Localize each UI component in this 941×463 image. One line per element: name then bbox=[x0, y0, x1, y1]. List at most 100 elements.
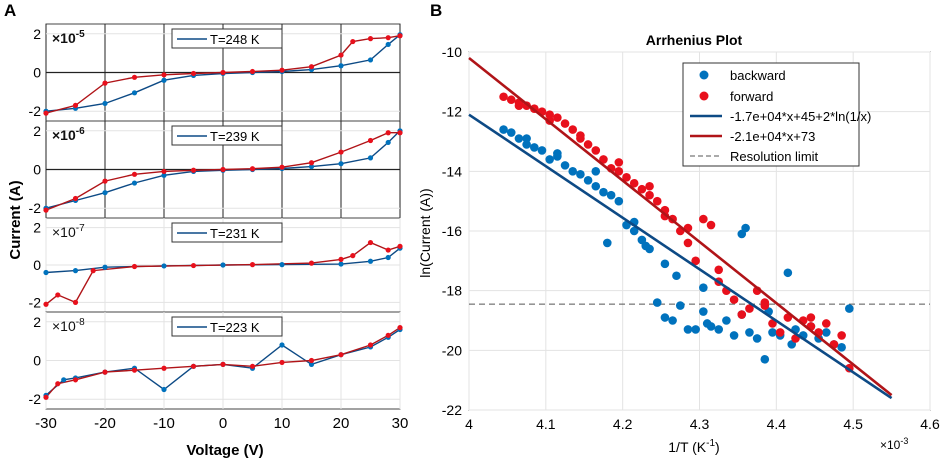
x-tick-label: -20 bbox=[94, 415, 116, 432]
point-backward bbox=[668, 316, 677, 325]
point-backward bbox=[506, 128, 516, 137]
y-tick-label: -12 bbox=[442, 104, 462, 120]
y-tick-label: 2 bbox=[33, 26, 41, 42]
x-tick-label: 0 bbox=[219, 415, 227, 432]
point-forward bbox=[249, 262, 256, 268]
point-backward bbox=[308, 163, 315, 170]
point-forward bbox=[599, 155, 608, 164]
point-backward bbox=[599, 187, 608, 197]
subplot-1: -2 0 2 ×10-5 T=248 K bbox=[29, 23, 403, 122]
point-forward bbox=[768, 319, 777, 328]
point-forward bbox=[55, 381, 61, 387]
point-forward bbox=[131, 171, 138, 177]
point-forward bbox=[397, 325, 403, 331]
y-tick-label: -10 bbox=[442, 44, 462, 60]
point-forward bbox=[837, 331, 846, 340]
x-tick-label: 4.6 bbox=[920, 416, 940, 432]
point-backward bbox=[385, 254, 391, 261]
legend-text: T=231 K bbox=[210, 226, 260, 241]
point-backward bbox=[367, 258, 374, 264]
point-forward bbox=[514, 101, 524, 110]
point-backward bbox=[583, 175, 593, 185]
legend-resolution: Resolution limit bbox=[730, 149, 819, 164]
multiplier: ×10-6 bbox=[52, 126, 85, 143]
y-tick-label: -20 bbox=[442, 342, 462, 358]
point-forward bbox=[55, 292, 61, 298]
point-forward bbox=[161, 168, 167, 175]
multiplier-base: ×10 bbox=[52, 127, 76, 143]
point-forward bbox=[190, 70, 197, 77]
point-forward bbox=[220, 69, 226, 76]
point-forward bbox=[308, 260, 315, 266]
point-forward bbox=[385, 247, 391, 253]
y-tick-label: 2 bbox=[33, 314, 41, 330]
point-backward bbox=[43, 269, 49, 276]
point-forward bbox=[338, 52, 344, 58]
point-forward bbox=[622, 173, 631, 182]
legend-text: T=239 K bbox=[210, 129, 260, 144]
point-forward bbox=[90, 268, 96, 274]
point-forward bbox=[131, 263, 138, 270]
point-forward bbox=[367, 239, 374, 246]
point-forward bbox=[338, 256, 344, 262]
y-tick-label: 0 bbox=[33, 65, 41, 81]
point-backward bbox=[161, 386, 167, 393]
point-forward bbox=[397, 130, 403, 136]
y-tick-label: -14 bbox=[442, 163, 462, 179]
panel-a-label: A bbox=[4, 1, 16, 20]
panel-b-xlabel-main: 1/T (K bbox=[668, 439, 707, 455]
multiplier: ×10-5 bbox=[52, 29, 85, 46]
panel-b-xlabel-close: ) bbox=[715, 439, 720, 455]
point-forward bbox=[629, 178, 639, 188]
panel-b-xlabel: 1/T (K-1) bbox=[668, 438, 719, 455]
legend-box bbox=[171, 28, 283, 49]
point-forward bbox=[553, 113, 562, 122]
point-forward bbox=[102, 369, 108, 375]
point-forward bbox=[249, 363, 256, 369]
multiplier: ×10-7 bbox=[52, 223, 85, 240]
point-backward bbox=[745, 328, 754, 337]
subplot-3: -2 0 2 ×10-7 T=231 K bbox=[29, 217, 403, 313]
point-forward bbox=[350, 253, 356, 259]
point-forward bbox=[821, 319, 831, 328]
point-backward bbox=[660, 259, 670, 269]
panel-b-ylabel: ln(Current (A)) bbox=[417, 188, 433, 277]
point-forward bbox=[161, 365, 167, 371]
x-tick-label: 4.3 bbox=[690, 416, 710, 432]
point-forward bbox=[190, 363, 197, 369]
point-backward bbox=[783, 268, 793, 278]
point-backward bbox=[591, 181, 601, 191]
point-backward bbox=[702, 319, 712, 328]
point-backward bbox=[641, 241, 651, 251]
point-backward bbox=[660, 313, 670, 322]
point-forward bbox=[576, 131, 585, 140]
point-backward bbox=[683, 325, 693, 334]
point-backward bbox=[161, 263, 167, 269]
point-backward bbox=[522, 140, 531, 149]
point-backward bbox=[837, 343, 846, 352]
point-backward bbox=[699, 283, 708, 292]
y-tick-label: 2 bbox=[33, 123, 41, 139]
point-forward bbox=[385, 332, 391, 338]
point-forward bbox=[745, 304, 754, 313]
multiplier-exp: -7 bbox=[76, 223, 85, 234]
point-forward bbox=[72, 377, 79, 383]
x-tick-label: -10 bbox=[153, 415, 175, 432]
point-forward bbox=[72, 299, 79, 305]
point-forward bbox=[131, 74, 138, 80]
subplot-4: -2 0 2 ×10-8 T=223 K bbox=[29, 311, 403, 410]
panel-a-subplots: -202 ×10-5 T=248 K-202 ×10-6 T=239 K-202 ×10-… bbox=[29, 23, 403, 410]
point-backward bbox=[61, 377, 67, 383]
point-forward bbox=[367, 137, 374, 144]
point-forward bbox=[308, 160, 315, 166]
point-forward bbox=[279, 359, 285, 366]
point-backward bbox=[553, 149, 562, 158]
point-forward bbox=[499, 92, 508, 102]
panel-b-title: Arrhenius Plot bbox=[646, 32, 743, 48]
x-tick-label: 4 bbox=[465, 416, 473, 432]
point-backward bbox=[530, 143, 539, 152]
iv-line bbox=[45, 132, 400, 211]
point-backward bbox=[768, 328, 777, 337]
point-backward bbox=[102, 264, 108, 270]
